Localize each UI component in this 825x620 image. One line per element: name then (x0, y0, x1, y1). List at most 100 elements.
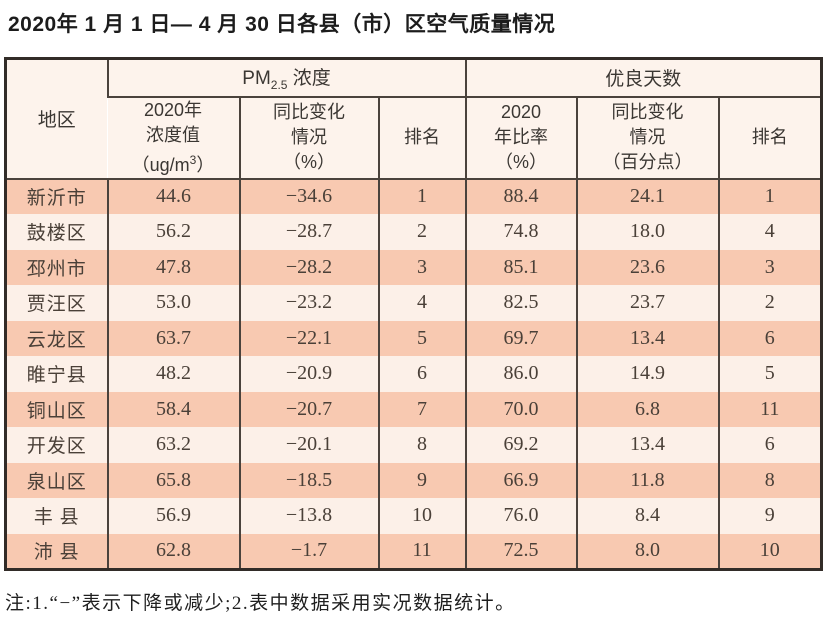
ratio-cell: 74.8 (464, 214, 577, 250)
pm-rank-column-header: 排名 (377, 96, 466, 179)
region-cell: 沛 县 (33, 542, 80, 563)
header-line: （ug/m3） (108, 148, 239, 178)
table-row: 沛 县 62.8 −1.7 11 72.5 8.0 10 (5, 533, 822, 569)
table-body: 新沂市 44.6 −34.6 1 88.4 24.1 1 鼓楼区 56.2 −28.7 2 74.8 1… (5, 178, 822, 569)
ratio-rank-cell: 9 (717, 498, 822, 534)
region-cell: 睢宁县 (26, 365, 87, 387)
header-line: 2020 (500, 102, 542, 122)
ratio-cell: 69.7 (464, 320, 577, 356)
pm-rank-cell: 3 (377, 249, 466, 285)
ratio-cell: 69.2 (464, 427, 577, 463)
ratio-column-header: 2020 年比率 （%） (464, 96, 577, 179)
ratio-change-cell: 13.4 (575, 320, 719, 356)
header-line: （%） (282, 152, 335, 172)
region-cell: 邳州市 (26, 258, 87, 280)
header-line: 浓度值 (146, 124, 200, 145)
header-sub-row: 2020年 浓度值 （ug/m3） 同比变化 情况 （%） 排名 2020 年比… (6, 96, 822, 179)
pm-change-cell: −20.1 (238, 427, 379, 463)
table-row: 铜山区 58.4 −20.7 7 70.0 6.8 11 (5, 391, 822, 427)
page-title: 2020年 1 月 1 日— 4 月 30 日各县（市）区空气质量情况 (8, 13, 556, 36)
pm-change-cell: −22.1 (238, 320, 379, 356)
pm-change-cell: −20.9 (238, 356, 379, 392)
pm-change-cell: −18.5 (238, 462, 379, 498)
table-header: 地区 PM2.5 浓度 优良天数 2020年 浓度值 （ug/m3） 同比变化 … (5, 58, 822, 179)
pm-value-cell: 58.4 (106, 391, 240, 427)
region-cell: 开发区 (26, 436, 87, 458)
pm-rank-cell: 5 (377, 320, 466, 356)
ratio-rank-column-header: 排名 (717, 96, 822, 179)
pm-rank-cell: 7 (377, 391, 466, 427)
table-row: 泉山区 65.8 −18.5 9 66.9 11.8 8 (5, 462, 822, 498)
header-group-row: 地区 PM2.5 浓度 优良天数 (6, 58, 822, 131)
ratio-change-column-header: 同比变化 情况 （百分点） (575, 96, 719, 179)
pm-rank-cell: 9 (377, 462, 466, 498)
pm-value-cell: 56.2 (106, 214, 240, 250)
region-cell: 泉山区 (26, 471, 87, 493)
ratio-rank-cell: 6 (717, 320, 822, 356)
pm-rank-cell: 2 (377, 214, 466, 250)
header-line: （%） (494, 152, 547, 172)
table-row: 新沂市 44.6 −34.6 1 88.4 24.1 1 (5, 178, 822, 214)
ratio-rank-cell: 11 (717, 391, 822, 427)
ratio-cell: 70.0 (464, 391, 577, 427)
table-row: 丰 县 56.9 −13.8 10 76.0 8.4 9 (5, 498, 822, 534)
pm-change-cell: −23.2 (238, 285, 379, 321)
header-line: 年比率 (494, 127, 548, 147)
pm-value-cell: 44.6 (106, 178, 240, 214)
pm25-group-header: PM2.5 浓度 (106, 58, 466, 98)
pm-change-cell: −1.7 (238, 533, 379, 569)
pm-label-suffix: 浓度 (287, 68, 331, 90)
ratio-rank-cell: 1 (717, 178, 822, 214)
pm-change-cell: −28.2 (238, 249, 379, 285)
good-days-group-header: 优良天数 (464, 58, 822, 98)
pm-change-cell: −20.7 (238, 391, 379, 427)
ratio-cell: 86.0 (464, 356, 577, 392)
ratio-cell: 76.0 (464, 498, 577, 534)
ratio-change-cell: 13.4 (575, 427, 719, 463)
pm-rank-cell: 8 (377, 427, 466, 463)
pm-rank-cell: 1 (377, 178, 466, 214)
table-row: 睢宁县 48.2 −20.9 6 86.0 14.9 5 (5, 356, 822, 392)
unit-superscript: 3 (189, 152, 197, 167)
unit-text-close: ） (196, 154, 215, 175)
pm-value-cell: 56.9 (106, 498, 240, 534)
ratio-rank-cell: 10 (717, 533, 822, 569)
region-column-header: 地区 (37, 110, 76, 132)
footnote: 注:1.“−”表示下降或减少;2.表中数据采用实况数据统计。 (5, 593, 516, 614)
ratio-change-cell: 24.1 (575, 178, 719, 214)
region-cell: 铜山区 (26, 400, 87, 422)
region-cell: 新沂市 (26, 188, 87, 210)
pm-value-cell: 47.8 (106, 249, 240, 285)
ratio-rank-cell: 5 (717, 356, 822, 392)
ratio-change-cell: 8.0 (575, 533, 719, 569)
ratio-rank-cell: 2 (717, 285, 822, 321)
ratio-change-cell: 8.4 (575, 498, 719, 534)
pm-change-cell: −34.6 (238, 178, 379, 214)
table-row: 邳州市 47.8 −28.2 3 85.1 23.6 3 (5, 249, 822, 285)
pm-subscript: 2.5 (270, 78, 288, 93)
ratio-change-cell: 23.7 (575, 285, 719, 321)
header-line: 情况 (291, 127, 327, 147)
ratio-cell: 82.5 (464, 285, 577, 321)
pm-value-cell: 65.8 (106, 462, 240, 498)
ratio-rank-cell: 4 (717, 214, 822, 250)
pm-rank-cell: 10 (377, 498, 466, 534)
pm-value-cell: 63.2 (106, 427, 240, 463)
pm-change-cell: −13.8 (238, 498, 379, 534)
ratio-rank-cell: 6 (717, 427, 822, 463)
header-line: 情况 (629, 127, 666, 147)
pm-change-column-header: 同比变化 情况 （%） (238, 96, 379, 179)
region-cell: 云龙区 (26, 329, 87, 351)
ratio-change-cell: 18.0 (575, 214, 719, 250)
ratio-cell: 88.4 (464, 178, 577, 214)
pm-change-cell: −28.7 (238, 214, 379, 250)
pm-rank-cell: 4 (377, 285, 466, 321)
region-cell: 贾汪区 (26, 294, 87, 316)
ratio-change-cell: 14.9 (575, 356, 719, 392)
pm-value-cell: 48.2 (106, 356, 240, 392)
ratio-change-cell: 6.8 (575, 391, 719, 427)
ratio-rank-cell: 8 (717, 462, 822, 498)
header-line: 同比变化 (611, 102, 684, 122)
table-row: 开发区 63.2 −20.1 8 69.2 13.4 6 (5, 427, 822, 463)
pm-label: PM (242, 68, 271, 90)
